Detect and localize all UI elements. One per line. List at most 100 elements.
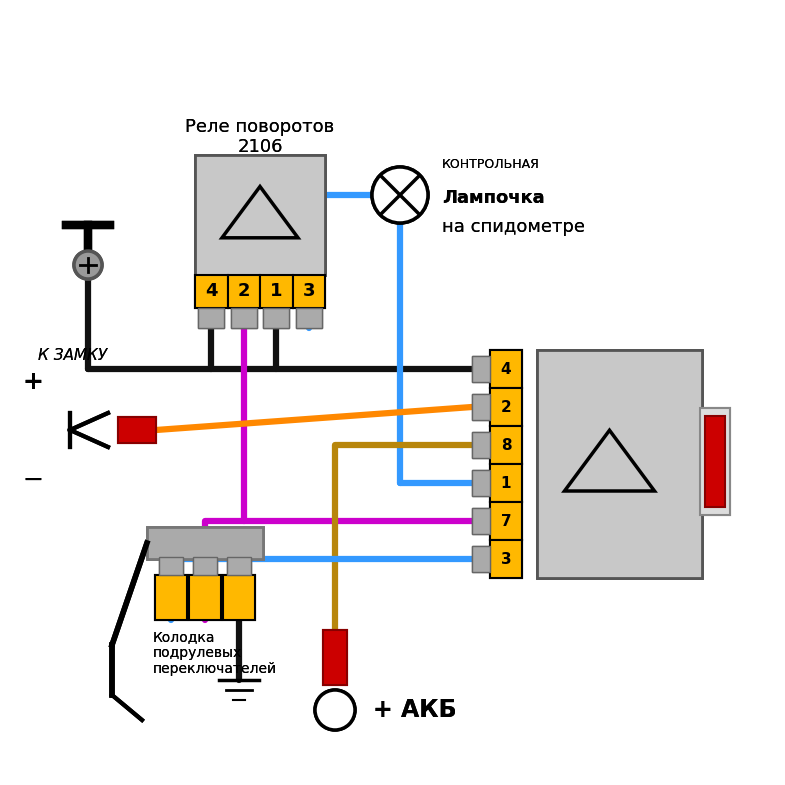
- Bar: [472, 394, 490, 420]
- Text: К ЗАМКУ: К ЗАМКУ: [38, 348, 107, 363]
- Bar: [260, 275, 293, 308]
- Bar: [199, 308, 225, 328]
- Text: 3: 3: [501, 552, 511, 567]
- Bar: [472, 356, 490, 382]
- Bar: [472, 546, 490, 572]
- Bar: [490, 350, 522, 388]
- Text: 4: 4: [501, 362, 511, 377]
- Text: Колодка
подрулевых
переключателей: Колодка подрулевых переключателей: [153, 630, 277, 677]
- Bar: [296, 308, 322, 328]
- Text: + АКБ: + АКБ: [373, 698, 457, 722]
- Circle shape: [74, 251, 102, 279]
- Bar: [263, 308, 289, 328]
- Bar: [195, 275, 228, 308]
- Text: 8: 8: [501, 437, 511, 452]
- Bar: [159, 557, 183, 575]
- Bar: [490, 388, 522, 426]
- Bar: [472, 432, 490, 458]
- Bar: [705, 416, 725, 507]
- Bar: [260, 275, 293, 308]
- Bar: [472, 508, 490, 535]
- Text: 2: 2: [238, 283, 250, 301]
- Text: 4: 4: [205, 283, 217, 301]
- Text: 3: 3: [501, 552, 511, 567]
- Circle shape: [372, 167, 428, 223]
- Bar: [490, 426, 522, 464]
- Text: 1: 1: [501, 476, 511, 491]
- Bar: [223, 575, 255, 620]
- Text: 2: 2: [501, 400, 511, 414]
- Text: К ЗАМКУ: К ЗАМКУ: [38, 348, 107, 363]
- Bar: [118, 417, 156, 443]
- Circle shape: [315, 690, 355, 730]
- Bar: [195, 275, 228, 308]
- Text: 1: 1: [270, 283, 283, 301]
- Bar: [323, 630, 347, 685]
- Bar: [472, 394, 490, 420]
- Bar: [490, 464, 522, 502]
- Bar: [228, 275, 260, 308]
- Text: +: +: [23, 370, 43, 394]
- Bar: [700, 408, 730, 515]
- Bar: [323, 630, 347, 685]
- Text: 8: 8: [501, 437, 511, 452]
- Text: −: −: [23, 468, 43, 492]
- Text: на спидометре: на спидометре: [442, 218, 585, 236]
- Text: Лампочка: Лампочка: [442, 189, 545, 207]
- Bar: [231, 308, 257, 328]
- Circle shape: [74, 251, 102, 279]
- Text: 3: 3: [302, 283, 315, 301]
- Text: 4: 4: [501, 362, 511, 377]
- Text: 1: 1: [270, 283, 283, 301]
- Bar: [490, 540, 522, 578]
- Bar: [490, 388, 522, 426]
- Bar: [490, 426, 522, 464]
- Text: 2: 2: [501, 400, 511, 414]
- Text: 1: 1: [501, 476, 511, 491]
- Bar: [223, 575, 255, 620]
- Bar: [263, 308, 289, 328]
- Bar: [228, 275, 260, 308]
- Bar: [490, 350, 522, 388]
- Bar: [705, 416, 725, 507]
- Circle shape: [372, 167, 428, 223]
- Bar: [472, 432, 490, 458]
- Bar: [195, 155, 325, 275]
- Circle shape: [315, 690, 355, 730]
- Bar: [472, 469, 490, 496]
- Text: Реле поворотов: Реле поворотов: [185, 118, 334, 136]
- Text: + АКБ: + АКБ: [373, 698, 457, 722]
- Text: −: −: [23, 468, 43, 492]
- Text: Колодка
подрулевых
переключателей: Колодка подрулевых переключателей: [153, 630, 277, 677]
- Bar: [147, 527, 263, 559]
- Bar: [155, 575, 187, 620]
- Bar: [472, 508, 490, 535]
- Text: 7: 7: [501, 513, 511, 528]
- Text: 4: 4: [205, 283, 217, 301]
- Bar: [490, 502, 522, 540]
- Bar: [472, 546, 490, 572]
- Text: 2106: 2106: [237, 138, 283, 156]
- Text: Лампочка: Лампочка: [442, 189, 545, 207]
- Text: +: +: [23, 370, 43, 394]
- Bar: [189, 575, 221, 620]
- Bar: [537, 350, 702, 578]
- Bar: [227, 557, 251, 575]
- Bar: [227, 557, 251, 575]
- Text: 3: 3: [302, 283, 315, 301]
- Bar: [293, 275, 325, 308]
- Bar: [189, 575, 221, 620]
- Text: Реле поворотов: Реле поворотов: [185, 118, 334, 136]
- Bar: [199, 308, 225, 328]
- Bar: [472, 356, 490, 382]
- Text: 2: 2: [238, 283, 250, 301]
- Bar: [193, 557, 217, 575]
- Bar: [490, 464, 522, 502]
- Bar: [490, 540, 522, 578]
- Bar: [147, 527, 263, 559]
- Bar: [472, 469, 490, 496]
- Text: 2106: 2106: [237, 138, 283, 156]
- Text: КОНТРОЛЬНАЯ: КОНТРОЛЬНАЯ: [442, 159, 540, 171]
- Text: на спидометре: на спидометре: [442, 218, 585, 236]
- Bar: [293, 275, 325, 308]
